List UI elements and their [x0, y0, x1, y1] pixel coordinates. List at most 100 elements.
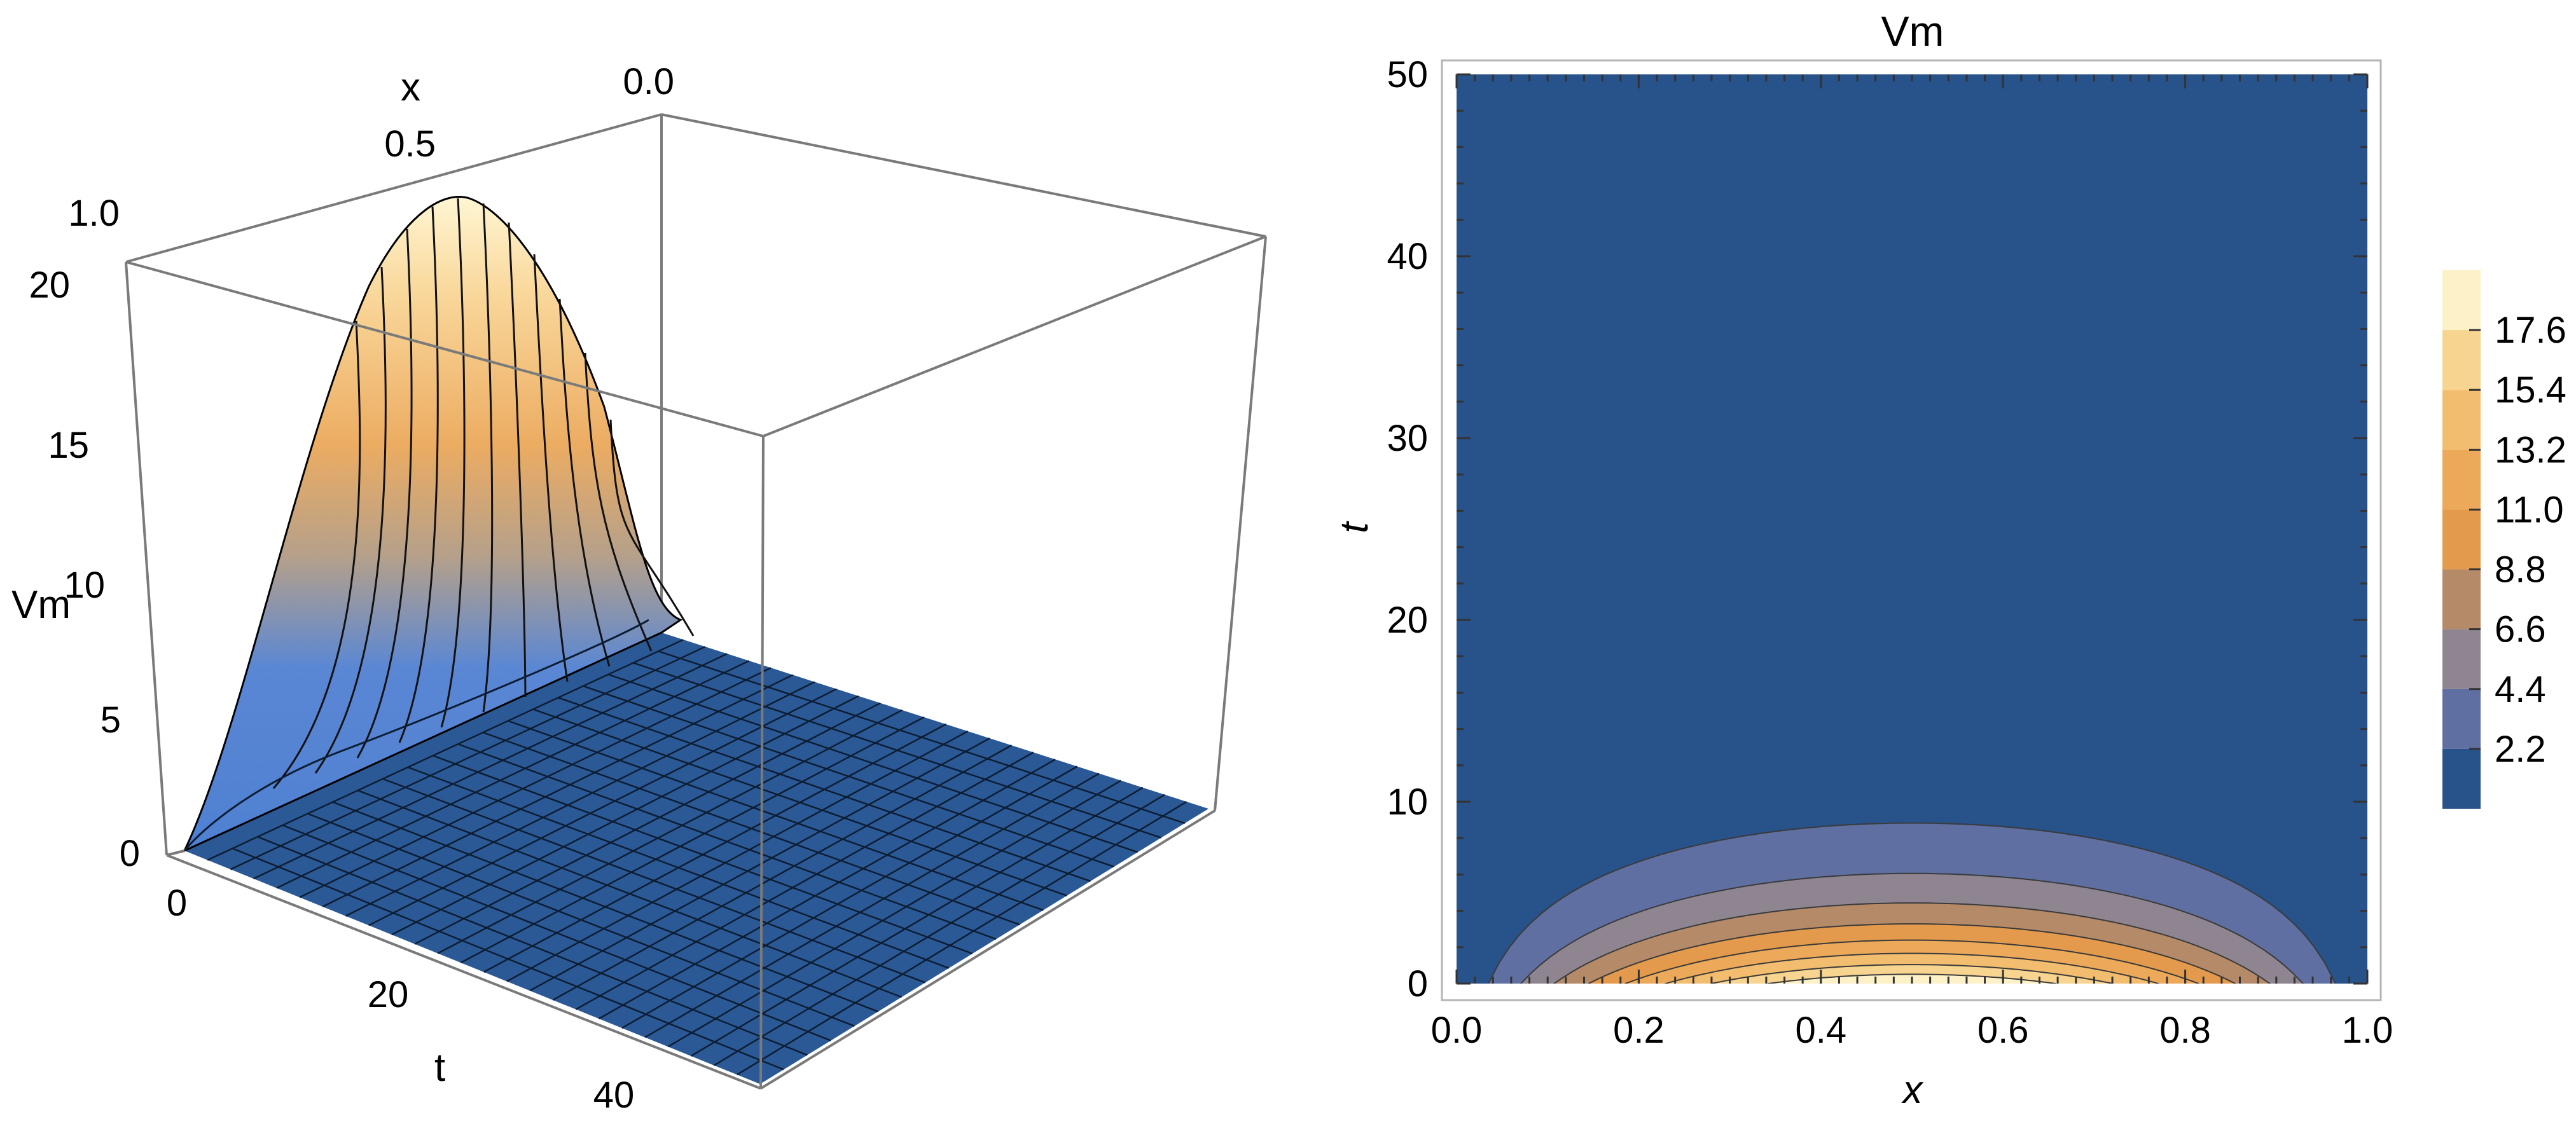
- mesh-line-x: [558, 697, 1091, 882]
- mesh-line-t: [322, 674, 793, 908]
- contour-y-tick-label: 40: [1387, 236, 1428, 277]
- legend-swatch: [2442, 689, 2481, 749]
- contour-legend: 2.2 4.4 6.6 8.8 11.0 13.2 15.4 17.6: [2442, 270, 2566, 809]
- contour-plot: Vm 0.0 0.2 0.4 0.6 0.8 1.0 0 10 20 30 40 50 x t 2.2…: [1333, 8, 2566, 1112]
- contour-y-tick-label: 50: [1387, 54, 1428, 95]
- contour-y-tick-label: 30: [1387, 418, 1428, 459]
- mesh-line-x: [282, 824, 831, 1041]
- mesh-line-x: [433, 755, 973, 955]
- legend-label: 8.8: [2495, 549, 2546, 591]
- mesh-line-t: [621, 766, 1078, 1029]
- mesh-line-t: [437, 709, 903, 954]
- legend-swatch: [2442, 450, 2481, 510]
- mesh-line-t: [667, 779, 1122, 1048]
- mesh-line-x: [532, 708, 1067, 896]
- contour-x-tick-label: 0.4: [1795, 1010, 1846, 1051]
- surface-peak-region: [182, 196, 683, 853]
- surface-grid-line: [558, 298, 611, 667]
- legend-swatch: [2442, 270, 2481, 331]
- mesh-line-t: [690, 786, 1144, 1057]
- mesh-line-t: [506, 731, 969, 982]
- surface-grid-line: [272, 320, 361, 789]
- surface-mesh: [207, 638, 1188, 1076]
- mesh-line-t: [345, 681, 815, 917]
- mesh-line-t: [737, 800, 1188, 1076]
- mesh-line-x: [232, 848, 784, 1071]
- z-tick-label: 0: [120, 833, 140, 874]
- mesh-line-t: [207, 638, 684, 861]
- mesh-line-x: [457, 743, 997, 940]
- mesh-line-x: [607, 673, 1139, 853]
- mesh-line-t: [414, 702, 881, 945]
- legend-label: 4.4: [2495, 669, 2546, 710]
- x-tick-label: 1.0: [68, 193, 120, 234]
- mesh-line-t: [253, 653, 728, 880]
- x-tick-label: 0.5: [384, 123, 436, 165]
- contour-tick-labels: 0.0 0.2 0.4 0.6 0.8 1.0 0 10 20 30 40 50: [1387, 54, 2393, 1051]
- surface-grid-line: [314, 266, 387, 774]
- mesh-line-t: [713, 793, 1165, 1066]
- z-axis-label: Vm: [11, 583, 71, 627]
- contour-x-tick-label: 0.6: [1977, 1010, 2029, 1051]
- plot-frame: [1441, 59, 2382, 1001]
- contour-y-tick-label: 0: [1408, 963, 1428, 1005]
- mesh-line-x: [307, 813, 855, 1027]
- mesh-line-t: [483, 723, 946, 973]
- contour-tick-marks: [1455, 73, 2369, 985]
- legend-swatch: [2442, 569, 2481, 629]
- surface-grid-line: [440, 198, 466, 728]
- mesh-line-x: [482, 731, 1020, 926]
- z-tick-label: 20: [29, 264, 70, 306]
- x-tick-label: 0.0: [623, 61, 674, 102]
- contour-y-label: t: [1333, 521, 1376, 533]
- t-tick-label: 40: [593, 1075, 635, 1116]
- mesh-line-t: [644, 772, 1100, 1038]
- contour-bands: [1488, 822, 2336, 984]
- mesh-line-t: [391, 695, 859, 936]
- mesh-line-x: [257, 836, 808, 1056]
- mesh-line-x: [633, 662, 1162, 839]
- legend-label: 11.0: [2495, 489, 2564, 530]
- t-tick-label: 20: [368, 974, 409, 1015]
- mesh-line-x: [332, 801, 878, 1013]
- t-axis-label: t: [434, 1046, 445, 1090]
- legend-swatch: [2442, 330, 2481, 390]
- legend-label: 17.6: [2495, 310, 2566, 351]
- legend-swatch: [2442, 629, 2481, 689]
- mesh-line-t: [299, 667, 772, 898]
- contour-x-tick-label: 1.0: [2342, 1010, 2393, 1051]
- mesh-line-t: [460, 716, 925, 964]
- surface-grid-line: [398, 206, 439, 743]
- surface-grid-line: [609, 419, 695, 636]
- x-axis-label: x: [401, 65, 420, 109]
- contour-title: Vm: [1881, 8, 1944, 55]
- legend-label: 2.2: [2495, 729, 2546, 770]
- mesh-line-t: [276, 660, 750, 889]
- surface-grid-line: [584, 352, 653, 652]
- mesh-line-x: [508, 720, 1044, 911]
- mesh-line-t: [575, 752, 1034, 1010]
- contour-x-tick-label: 0.2: [1613, 1010, 1665, 1051]
- surface-grid-line: [533, 254, 569, 682]
- mesh-line-x: [407, 766, 950, 969]
- surface-grid-line: [482, 203, 494, 713]
- t-tick-label: 0: [167, 882, 187, 924]
- mesh-line-t: [598, 759, 1056, 1020]
- mesh-line-t: [552, 745, 1013, 1001]
- mesh-line-x: [382, 778, 926, 984]
- contour-x-tick-label: 0.0: [1431, 1010, 1483, 1051]
- surface-grid-line: [508, 222, 527, 697]
- legend-swatch: [2442, 509, 2481, 570]
- surface-ridge-lines: [272, 198, 695, 789]
- legend-label: 13.2: [2495, 429, 2566, 470]
- contour-y-tick-label: 20: [1387, 600, 1428, 641]
- surface-plot-3d: Vm x t 0 5 10 15 20 1.0 0.5 0.0 0 20 40: [11, 61, 1267, 1116]
- mesh-line-t: [368, 688, 837, 926]
- z-tick-label: 10: [64, 565, 105, 606]
- box-back-edges: [125, 113, 1266, 633]
- surface-ridge-edge: [183, 619, 649, 851]
- mesh-line-x: [583, 685, 1114, 868]
- contour-y-tick-label: 10: [1387, 781, 1428, 823]
- contour-x-label: x: [1901, 1068, 1924, 1112]
